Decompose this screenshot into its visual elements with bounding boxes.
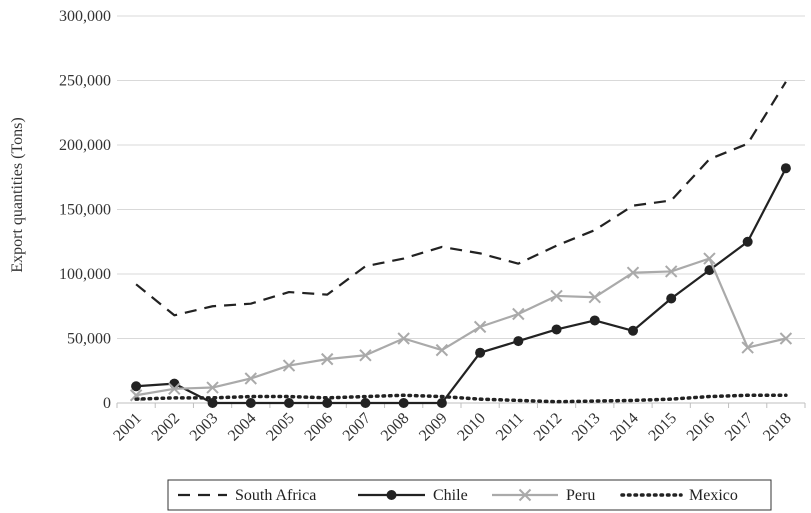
legend-label-south-africa: South Africa xyxy=(235,487,316,504)
data-point-chile xyxy=(742,236,753,247)
legend-marker-chile xyxy=(386,490,397,500)
data-point-chile xyxy=(475,347,486,358)
data-point-chile xyxy=(284,398,294,408)
data-point-chile xyxy=(398,398,409,408)
y-tick-label: 100,000 xyxy=(59,266,111,283)
x-tick-label: 2010 xyxy=(454,410,489,445)
data-point-chile xyxy=(322,398,333,408)
x-tick-label: 2016 xyxy=(684,410,719,445)
x-tick-label: 2008 xyxy=(378,410,413,445)
data-point-chile xyxy=(551,324,562,335)
x-tick-label: 2002 xyxy=(149,410,184,445)
y-tick-label: 0 xyxy=(103,395,111,412)
y-tick-label: 150,000 xyxy=(59,202,111,219)
x-tick-label: 2011 xyxy=(493,410,527,444)
legend-label-mexico: Mexico xyxy=(689,487,738,504)
y-axis-ticks: 0 50,000 100,000 150,000 200,000 250,000 300,0… xyxy=(59,8,111,412)
data-point-peru xyxy=(282,359,296,372)
data-point-chile xyxy=(780,163,791,174)
y-tick-label: 50,000 xyxy=(67,331,111,348)
data-point-peru xyxy=(512,307,525,321)
x-tick-label: 2003 xyxy=(187,410,222,445)
data-point-chile xyxy=(360,398,371,408)
data-point-peru xyxy=(703,252,716,265)
x-tick-label: 2012 xyxy=(531,410,566,445)
data-point-chile xyxy=(207,398,218,408)
data-point-chile xyxy=(131,381,142,392)
legend-label-peru: Peru xyxy=(566,487,595,504)
data-point-peru xyxy=(626,266,640,279)
y-tick-label: 200,000 xyxy=(59,137,111,154)
legend: South Africa Chile Peru Mexico xyxy=(167,479,772,511)
data-point-chile xyxy=(666,293,677,304)
series-line-peru xyxy=(135,257,787,397)
series-group xyxy=(129,81,793,408)
data-point-peru xyxy=(665,265,678,278)
data-point-chile xyxy=(628,325,638,336)
x-tick-label: 2017 xyxy=(722,410,757,445)
x-tick-label: 2013 xyxy=(569,410,604,445)
data-point-peru xyxy=(473,320,487,334)
gridlines xyxy=(117,15,805,404)
x-axis: 2001 2002 2003 2004 2005 2006 2007 2008 2009 2010… xyxy=(110,403,806,445)
y-axis-title: Export quantities (Tons) xyxy=(9,117,26,272)
data-point-peru xyxy=(129,389,143,402)
data-point-peru xyxy=(206,381,219,394)
x-tick-label: 2018 xyxy=(760,410,795,445)
data-point-peru xyxy=(779,332,793,345)
data-point-peru xyxy=(244,372,257,385)
data-point-peru xyxy=(397,332,410,345)
x-tick-label: 2005 xyxy=(263,410,298,445)
x-tick-label: 2004 xyxy=(225,410,260,445)
series-line-mexico xyxy=(134,393,788,404)
data-point-chile xyxy=(169,378,180,389)
data-point-peru xyxy=(588,291,601,304)
data-point-chile xyxy=(513,336,524,347)
data-point-chile xyxy=(436,398,447,408)
x-tick-label: 2006 xyxy=(301,410,336,445)
x-tick-label: 2015 xyxy=(645,410,680,445)
data-point-peru xyxy=(321,352,334,366)
data-point-peru xyxy=(435,343,449,357)
legend-label-chile: Chile xyxy=(433,487,468,504)
y-tick-label: 250,000 xyxy=(59,73,111,90)
series-line-chile xyxy=(135,167,787,405)
legend-marker-peru xyxy=(518,488,532,502)
x-tick-label: 2014 xyxy=(607,410,642,445)
x-tick-label: 2009 xyxy=(416,410,451,445)
data-point-peru xyxy=(741,341,754,354)
data-point-peru xyxy=(359,349,372,362)
x-tick-label: 2001 xyxy=(110,410,145,445)
series-line-south-africa xyxy=(135,81,787,317)
data-point-chile xyxy=(704,265,715,276)
data-point-chile xyxy=(245,398,256,408)
y-tick-label: 300,000 xyxy=(59,8,111,25)
data-point-peru xyxy=(550,289,563,303)
data-point-peru xyxy=(168,382,181,396)
x-tick-label: 2007 xyxy=(340,410,375,445)
data-point-chile xyxy=(589,315,600,326)
